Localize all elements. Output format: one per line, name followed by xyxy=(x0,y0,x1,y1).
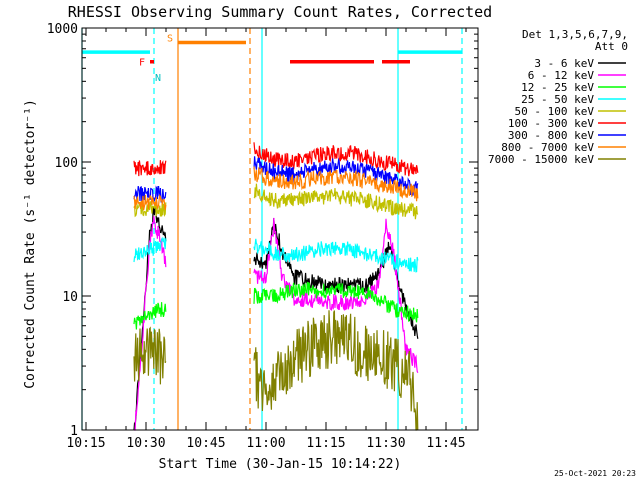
legend-label-6: 100 - 300 keV xyxy=(508,117,594,130)
series-line-4-seg1 xyxy=(133,236,167,263)
axes: 10:15 10:30 10:45 11:00 11:15 11:30 11:45 1 10 10… xyxy=(47,22,478,451)
x-axis-label: Start Time (30-Jan-15 10:14:22) xyxy=(159,457,402,472)
x-tick-label-6: 11:30 xyxy=(366,436,405,451)
series-line-5-seg2 xyxy=(253,183,419,220)
series-line-8-seg2 xyxy=(253,166,419,202)
legend-label-5: 50 - 100 keV xyxy=(515,105,595,118)
series-line-2-seg2 xyxy=(253,217,419,373)
flag-label-flare: F xyxy=(139,58,145,69)
legend-label-9: 7000 - 15000 keV xyxy=(488,153,594,166)
flag-label-night: N xyxy=(155,73,161,84)
legend-label-2: 6 - 12 keV xyxy=(528,69,595,82)
plot-area: F S N xyxy=(81,28,463,431)
plot-frame xyxy=(81,27,479,431)
x-tick-label-5: 11:15 xyxy=(306,436,345,451)
x-tick-label-1: 10:15 xyxy=(66,436,105,451)
y-tick-label-4: 1000 xyxy=(47,22,78,37)
series-line-6-seg2 xyxy=(253,142,419,177)
legend-label-7: 300 - 800 keV xyxy=(508,129,594,142)
legend-header-2: Att 0 xyxy=(595,40,628,53)
x-tick-label-4: 11:00 xyxy=(246,436,285,451)
series-line-7-seg2 xyxy=(253,156,419,197)
y-axis-label: Corrected Count Rate (s⁻¹ detector⁻¹) xyxy=(23,99,38,389)
x-tick-label-7: 11:45 xyxy=(426,436,465,451)
x-tick-label-3: 10:45 xyxy=(186,436,225,451)
x-tick-label-2: 10:30 xyxy=(126,436,165,451)
legend-label-8: 800 - 7000 keV xyxy=(501,141,594,154)
chart-title: RHESSI Observing Summary Count Rates, Co… xyxy=(68,3,492,21)
legend-label-3: 12 - 25 keV xyxy=(521,81,594,94)
timestamp: 25-Oct-2021 20:23 xyxy=(554,469,636,478)
series-line-9-seg1 xyxy=(133,326,167,385)
y-tick-label-1: 1 xyxy=(70,424,78,439)
flag-label-saa: S xyxy=(167,33,173,44)
series-line-3-seg1 xyxy=(133,302,167,330)
legend-header-1: Det 1,3,5,6,7,9, xyxy=(522,28,628,41)
series-line-3-seg2 xyxy=(253,281,419,323)
y-tick-label-3: 100 xyxy=(55,156,78,171)
series-line-9-seg2 xyxy=(253,310,419,431)
series-line-4-seg2 xyxy=(253,238,419,273)
y-tick-label-2: 10 xyxy=(62,290,78,305)
series-line-8-seg1 xyxy=(133,193,167,211)
series-line-6-seg1 xyxy=(133,160,167,177)
legend-label-4: 25 - 50 keV xyxy=(521,93,594,106)
legend-label-1: 3 - 6 keV xyxy=(534,57,594,70)
